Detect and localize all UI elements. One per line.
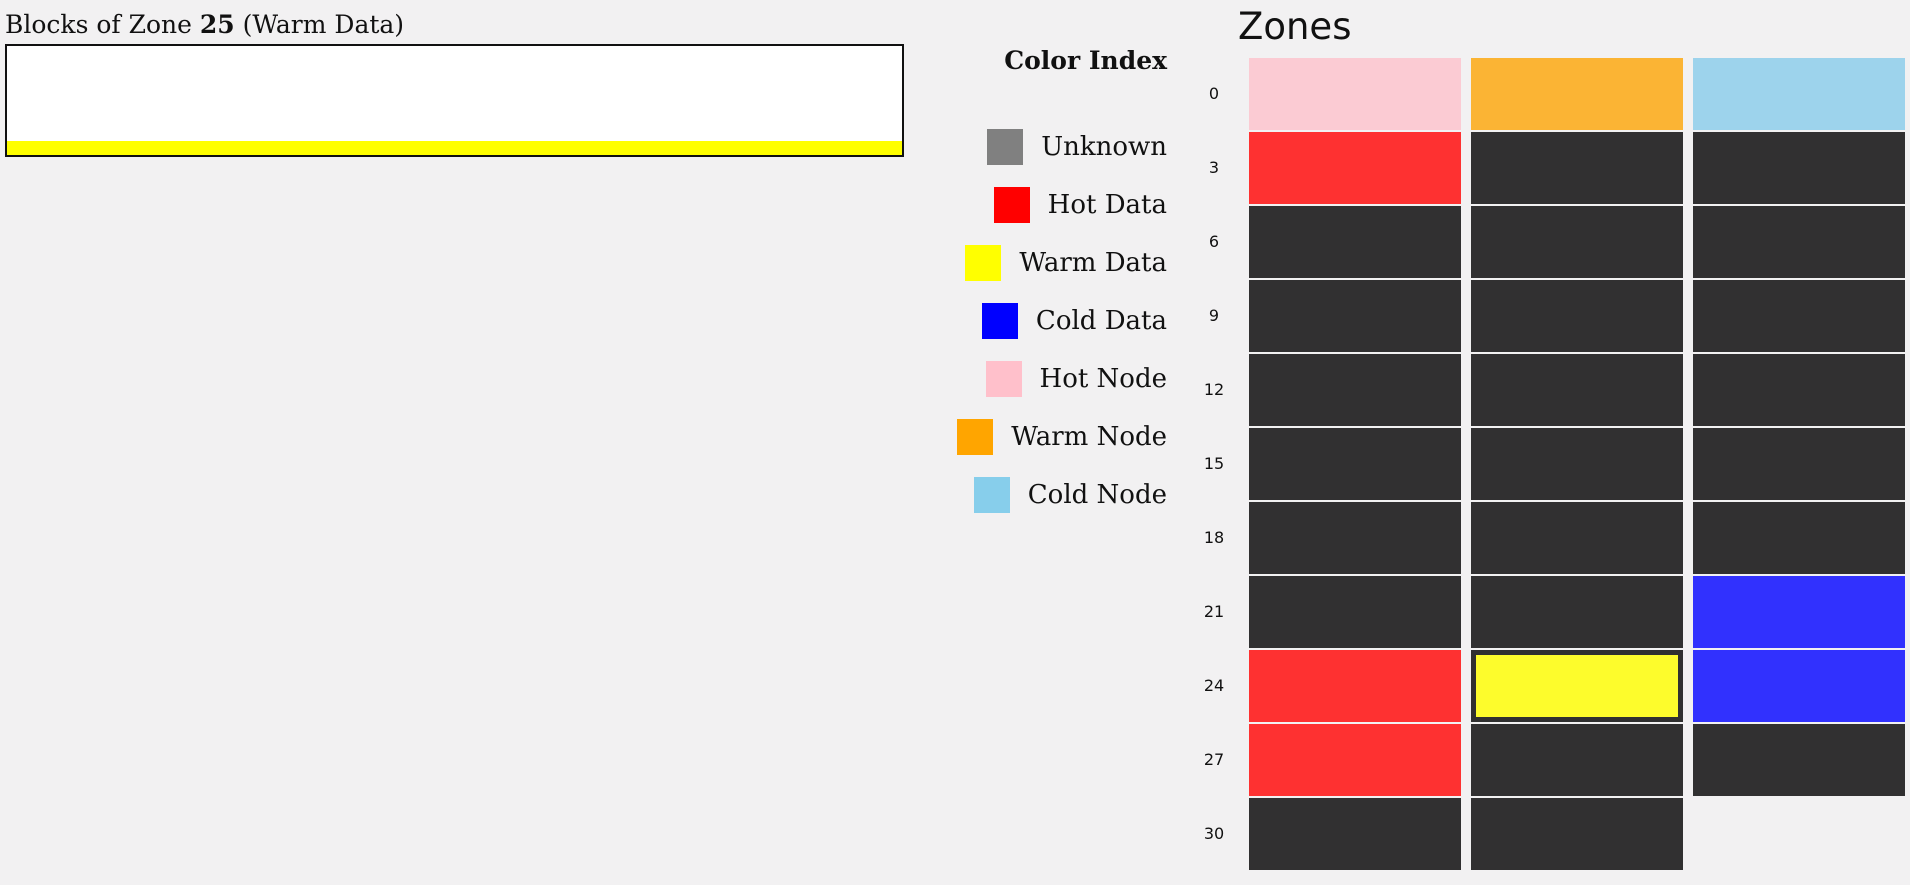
zone-cell[interactable] bbox=[1249, 58, 1461, 130]
row-label: 3 bbox=[1208, 158, 1220, 177]
zone-cell[interactable] bbox=[1471, 650, 1683, 722]
legend-swatch bbox=[981, 303, 1018, 339]
zone-cell[interactable] bbox=[1471, 798, 1683, 870]
row-label: 6 bbox=[1208, 232, 1220, 251]
legend-item: Unknown bbox=[907, 118, 1167, 176]
zone-cell[interactable] bbox=[1471, 724, 1683, 796]
zones-grid: 0 3 6 9 12 15 18 21 24 27 30 bbox=[1193, 58, 1905, 880]
zone-cell[interactable] bbox=[1693, 428, 1905, 500]
zone-cell[interactable] bbox=[1471, 428, 1683, 500]
legend-swatch bbox=[987, 129, 1024, 165]
legend-item: Warm Data bbox=[907, 234, 1167, 292]
zone-type-label: (Warm Data) bbox=[242, 10, 405, 39]
zone-cell[interactable] bbox=[1249, 650, 1461, 722]
zone-cell[interactable] bbox=[1693, 58, 1905, 130]
zone-cell[interactable] bbox=[1471, 280, 1683, 352]
zone-cell[interactable] bbox=[1471, 354, 1683, 426]
zone-cell[interactable] bbox=[1249, 354, 1461, 426]
legend-swatch bbox=[965, 245, 1002, 281]
legend-label: Cold Node bbox=[1027, 480, 1167, 510]
legend-label: Cold Data bbox=[1035, 306, 1167, 336]
zone-cell[interactable] bbox=[1693, 280, 1905, 352]
row-label: 27 bbox=[1203, 750, 1225, 769]
zone-cell[interactable] bbox=[1471, 58, 1683, 130]
zone-cell[interactable] bbox=[1249, 724, 1461, 796]
legend-item: Hot Node bbox=[907, 350, 1167, 408]
zone-cell[interactable] bbox=[1249, 206, 1461, 278]
blocks-title: Blocks of Zone 25 (Warm Data) bbox=[5, 8, 404, 42]
row-label: 24 bbox=[1203, 676, 1225, 695]
legend-item: Cold Node bbox=[907, 466, 1167, 524]
zone-cell[interactable] bbox=[1693, 724, 1905, 796]
row-label: 30 bbox=[1203, 824, 1225, 843]
legend-label: Hot Data bbox=[1047, 190, 1167, 220]
legend-item: Hot Data bbox=[907, 176, 1167, 234]
blocks-title-prefix: Blocks of Zone bbox=[5, 10, 192, 39]
zone-cell[interactable] bbox=[1249, 798, 1461, 870]
legend-label: Hot Node bbox=[1039, 364, 1167, 394]
written-blocks-bar bbox=[7, 141, 902, 155]
legend-swatch bbox=[957, 419, 994, 455]
row-label: 21 bbox=[1203, 602, 1225, 621]
legend-item: Cold Data bbox=[907, 292, 1167, 350]
legend-label: Unknown bbox=[1041, 132, 1167, 162]
zone-cell[interactable] bbox=[1249, 280, 1461, 352]
color-legend: Unknown Hot Data Warm Data Cold Data Hot Nod… bbox=[907, 118, 1167, 524]
zone-cell[interactable] bbox=[1693, 502, 1905, 574]
row-label: 18 bbox=[1203, 528, 1225, 547]
zones-title: Zones bbox=[1238, 5, 1352, 48]
zone-cell[interactable] bbox=[1693, 650, 1905, 722]
zone-cell[interactable] bbox=[1471, 132, 1683, 204]
legend-item: Warm Node bbox=[907, 408, 1167, 466]
zone-cell[interactable] bbox=[1249, 132, 1461, 204]
legend-label: Warm Data bbox=[1019, 248, 1167, 278]
selected-zone-number: 25 bbox=[199, 10, 235, 39]
zone-cell[interactable] bbox=[1471, 502, 1683, 574]
zone-cell[interactable] bbox=[1693, 206, 1905, 278]
legend-swatch bbox=[993, 187, 1030, 223]
legend-swatch bbox=[985, 361, 1022, 397]
row-label: 12 bbox=[1203, 380, 1225, 399]
legend-title: Color Index bbox=[1004, 46, 1167, 75]
legend-label: Warm Node bbox=[1011, 422, 1167, 452]
zone-cell[interactable] bbox=[1471, 576, 1683, 648]
zone-cell[interactable] bbox=[1249, 502, 1461, 574]
zone-cell[interactable] bbox=[1249, 428, 1461, 500]
zone-cell[interactable] bbox=[1693, 354, 1905, 426]
zone-cell[interactable] bbox=[1693, 576, 1905, 648]
blocks-map bbox=[5, 44, 904, 157]
legend-swatch bbox=[973, 477, 1010, 513]
row-label: 15 bbox=[1203, 454, 1225, 473]
row-label: 9 bbox=[1208, 306, 1220, 325]
zone-cell[interactable] bbox=[1693, 132, 1905, 204]
zone-cell[interactable] bbox=[1249, 576, 1461, 648]
zone-cell[interactable] bbox=[1471, 206, 1683, 278]
row-label: 0 bbox=[1208, 84, 1220, 103]
